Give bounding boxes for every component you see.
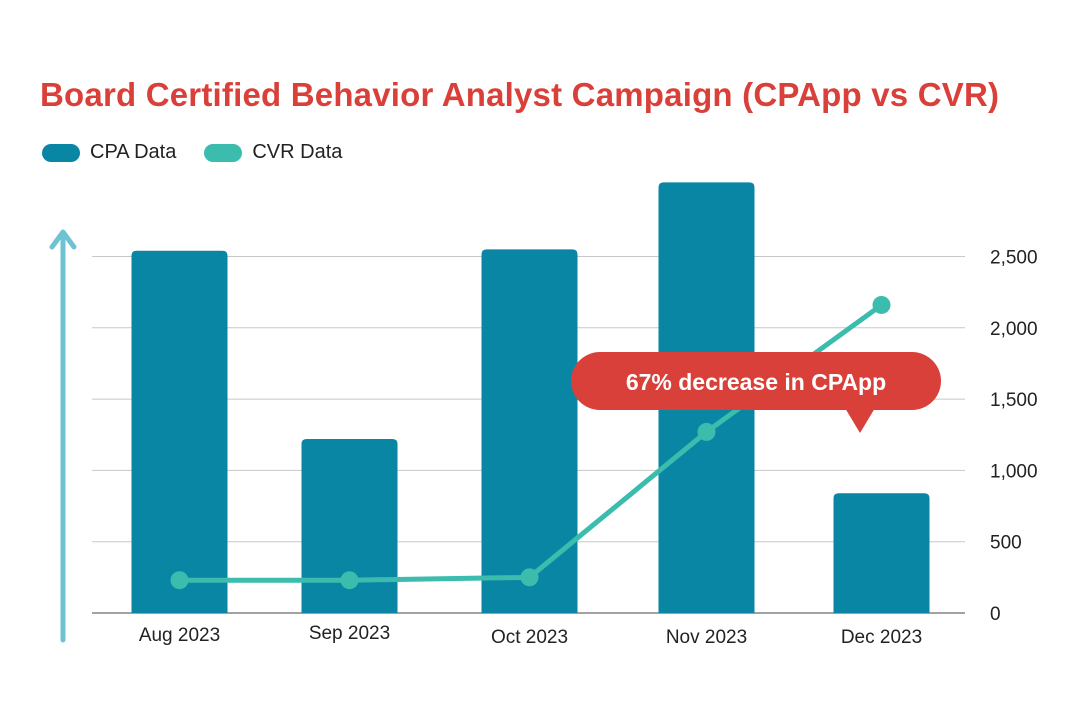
bar	[481, 249, 578, 613]
callout-bubble	[571, 352, 941, 410]
legend-item-cpa: CPA Data	[42, 141, 176, 164]
x-tick-label: Dec 2023	[841, 627, 922, 648]
x-tick-label: Aug 2023	[139, 625, 220, 646]
y-tick-label: 500	[990, 533, 1022, 554]
x-tick-label: Sep 2023	[309, 623, 390, 644]
callout-text: 67% decrease in CPApp	[626, 369, 886, 395]
bar	[301, 439, 398, 613]
legend: CPA Data CVR Data	[42, 141, 370, 164]
legend-item-cvr: CVR Data	[204, 141, 342, 164]
bar	[131, 250, 228, 613]
line-point	[697, 422, 716, 441]
chart-title: Board Certified Behavior Analyst Campaig…	[40, 76, 1000, 113]
line-point	[520, 568, 539, 587]
callout-pointer	[845, 408, 875, 433]
y-tick-label: 2,000	[990, 319, 1038, 340]
legend-label-cvr: CVR Data	[252, 141, 343, 163]
bar	[833, 493, 930, 613]
line-point	[340, 571, 359, 590]
x-tick-label: Nov 2023	[666, 627, 747, 648]
y-tick-label: 1,500	[990, 390, 1038, 411]
line-point	[872, 295, 891, 314]
y-tick-label: 2,500	[990, 248, 1038, 269]
legend-swatch-cvr	[204, 143, 243, 162]
legend-label-cpa: CPA Data	[90, 141, 177, 163]
y-tick-label: 0	[990, 604, 1001, 625]
x-tick-label: Oct 2023	[491, 627, 568, 648]
legend-swatch-cpa	[42, 143, 80, 162]
y-tick-label: 1,000	[990, 461, 1038, 482]
up-arrow-icon	[49, 229, 77, 250]
line-point	[170, 571, 189, 590]
